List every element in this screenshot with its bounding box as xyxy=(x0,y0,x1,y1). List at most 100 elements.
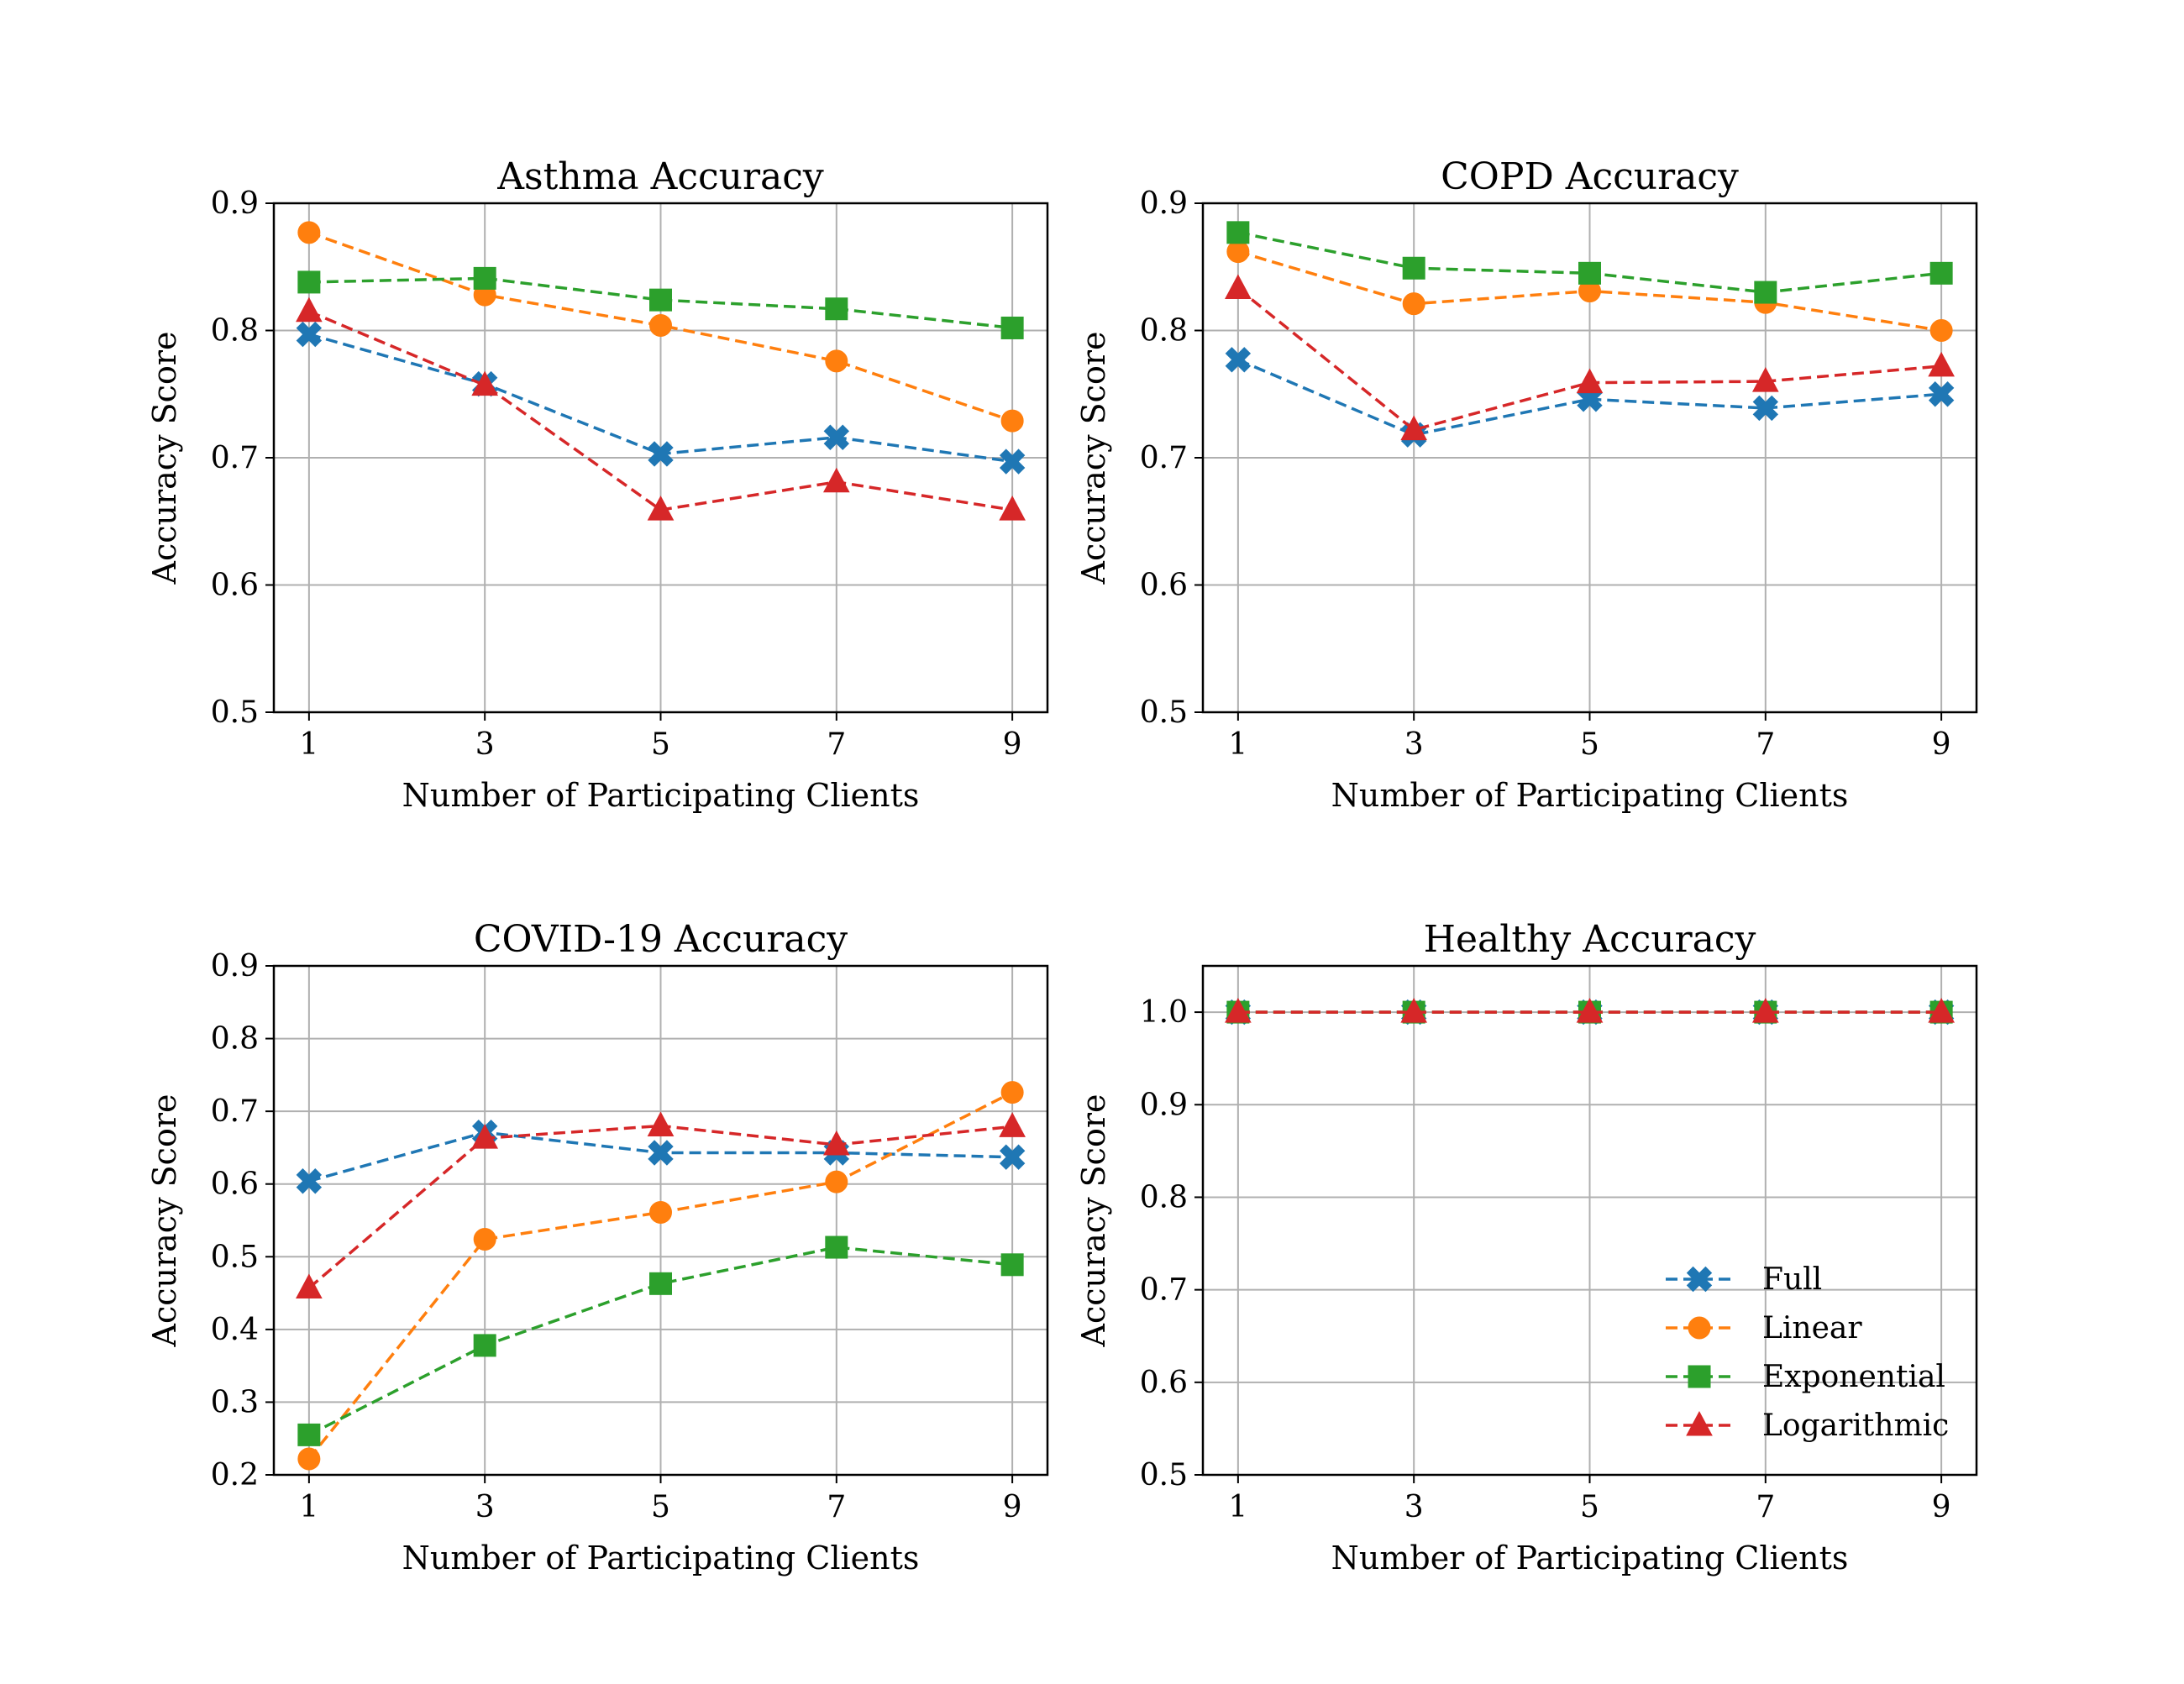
legend-marker xyxy=(1686,1410,1713,1436)
axes-frame xyxy=(1201,964,1978,1477)
legend-item-linear: Linear xyxy=(1666,1311,1862,1346)
data-point-full-bar-b xyxy=(296,321,323,348)
x-tick-label: 3 xyxy=(1404,727,1424,762)
data-point-full-bar-b xyxy=(1752,395,1779,422)
y-tick-label: 0.5 xyxy=(211,695,259,730)
y-axis-label: Accuracy Score xyxy=(1075,1094,1112,1348)
y-tick-label: 0.6 xyxy=(1140,569,1188,603)
data-point-exponential xyxy=(649,1272,672,1295)
x-tick-label: 7 xyxy=(1756,727,1775,762)
y-axis-label: Accuracy Score xyxy=(146,332,183,585)
data-point-linear xyxy=(649,1200,672,1224)
y-tick-label: 0.9 xyxy=(1140,186,1188,221)
axes-frame xyxy=(272,202,1049,714)
legend-marker xyxy=(1688,1365,1711,1388)
y-tick-label: 0.9 xyxy=(211,186,259,221)
x-tick-label: 3 xyxy=(475,1490,495,1524)
data-point-linear xyxy=(297,1447,321,1471)
x-axis-label: Number of Participating Clients xyxy=(402,777,920,814)
data-point-exponential xyxy=(473,1334,496,1357)
data-point-full xyxy=(648,441,674,467)
y-tick-label: 0.6 xyxy=(211,569,259,603)
series-exponential xyxy=(297,266,1024,339)
data-point-full-bar-b xyxy=(999,1144,1026,1170)
data-point-logarithmic xyxy=(647,496,675,521)
data-point-exponential xyxy=(1226,221,1250,244)
data-point-logarithmic xyxy=(1928,998,1955,1023)
data-point-full-bar-b xyxy=(999,449,1026,475)
data-point-exponential xyxy=(1929,261,1953,285)
y-tick-label: 0.6 xyxy=(211,1167,259,1202)
data-point-full xyxy=(823,424,850,450)
x-tick-label: 5 xyxy=(651,727,670,762)
x-tick-label: 1 xyxy=(1228,1490,1247,1524)
legend-item-logarithmic: Logarithmic xyxy=(1666,1409,1949,1443)
data-point-logarithmic xyxy=(1225,998,1252,1023)
data-point-logarithmic xyxy=(296,1273,323,1299)
y-tick-label: 0.7 xyxy=(1140,1273,1188,1308)
data-point-logarithmic xyxy=(296,296,323,323)
series-logarithmic xyxy=(1225,998,1955,1023)
series-logarithmic xyxy=(296,1111,1026,1299)
legend-label: Linear xyxy=(1762,1311,1862,1346)
data-point-linear xyxy=(473,1228,496,1251)
data-point-full xyxy=(1928,381,1955,407)
data-point-exponential xyxy=(649,288,672,312)
data-point-logarithmic xyxy=(1400,998,1428,1023)
data-point-full-bar-b xyxy=(1225,347,1252,373)
y-tick-label: 0.7 xyxy=(211,1094,259,1129)
data-point-full-bar-b xyxy=(296,1168,323,1194)
data-point-linear xyxy=(1929,319,1953,342)
data-point-linear xyxy=(1402,292,1425,316)
x-tick-label: 9 xyxy=(1932,727,1951,762)
data-point-full xyxy=(999,449,1026,475)
x-tick-label: 9 xyxy=(1003,1490,1022,1524)
data-point-full-bar-b xyxy=(648,441,674,467)
data-point-exponential xyxy=(473,266,496,290)
data-point-logarithmic xyxy=(999,496,1026,521)
x-tick-label: 7 xyxy=(827,1490,846,1524)
data-point-logarithmic xyxy=(471,370,499,396)
chart-title: Healthy Accuracy xyxy=(1424,918,1756,961)
series-linear xyxy=(297,1081,1024,1471)
series-logarithmic xyxy=(1225,274,1955,441)
legend-item-full: Full xyxy=(1666,1262,1822,1297)
data-point-exponential xyxy=(1402,256,1425,280)
y-tick-label: 0.3 xyxy=(211,1385,259,1419)
data-point-exponential xyxy=(297,270,321,294)
data-point-full xyxy=(296,1168,323,1194)
x-tick-label: 1 xyxy=(1228,727,1247,762)
legend-marker xyxy=(1686,1266,1713,1293)
chart-panel-2: 1 3 5 7 9 0.5 0.6 0.7 0.8 0.9 COPD Accuracy Number … xyxy=(1075,155,1978,814)
x-tick-label: 7 xyxy=(827,727,846,762)
x-tick-label: 5 xyxy=(1580,1490,1599,1524)
data-point-exponential xyxy=(825,1235,848,1259)
y-tick-label: 0.5 xyxy=(1140,695,1188,730)
series-exponential xyxy=(1226,221,1953,304)
x-tick-label: 1 xyxy=(299,1490,318,1524)
x-axis-label: Number of Participating Clients xyxy=(402,1540,920,1576)
data-point-full xyxy=(1225,347,1252,373)
data-point-logarithmic xyxy=(1400,415,1428,441)
y-tick-label: 0.8 xyxy=(1140,314,1188,349)
data-point-logarithmic xyxy=(822,467,850,493)
y-tick-label: 1.0 xyxy=(1140,995,1188,1030)
y-tick-label: 0.5 xyxy=(211,1240,259,1274)
x-tick-label: 3 xyxy=(1404,1490,1424,1524)
data-point-linear xyxy=(1000,1081,1024,1104)
data-point-exponential xyxy=(1754,281,1777,304)
data-point-logarithmic xyxy=(1225,274,1252,300)
legend-label: Logarithmic xyxy=(1762,1409,1949,1443)
y-tick-label: 0.6 xyxy=(1140,1366,1188,1400)
data-point-full-bar-b xyxy=(1928,381,1955,407)
x-axis-label: Number of Participating Clients xyxy=(1331,777,1849,814)
data-point-linear xyxy=(1226,240,1250,264)
data-point-logarithmic xyxy=(1751,367,1779,392)
legend-marker xyxy=(1688,1316,1711,1340)
series-linear xyxy=(297,221,1024,433)
legend-label: Exponential xyxy=(1762,1360,1945,1394)
data-point-exponential xyxy=(1578,261,1601,285)
legend-marker-bar-b xyxy=(1686,1266,1713,1293)
y-tick-label: 0.7 xyxy=(211,441,259,475)
